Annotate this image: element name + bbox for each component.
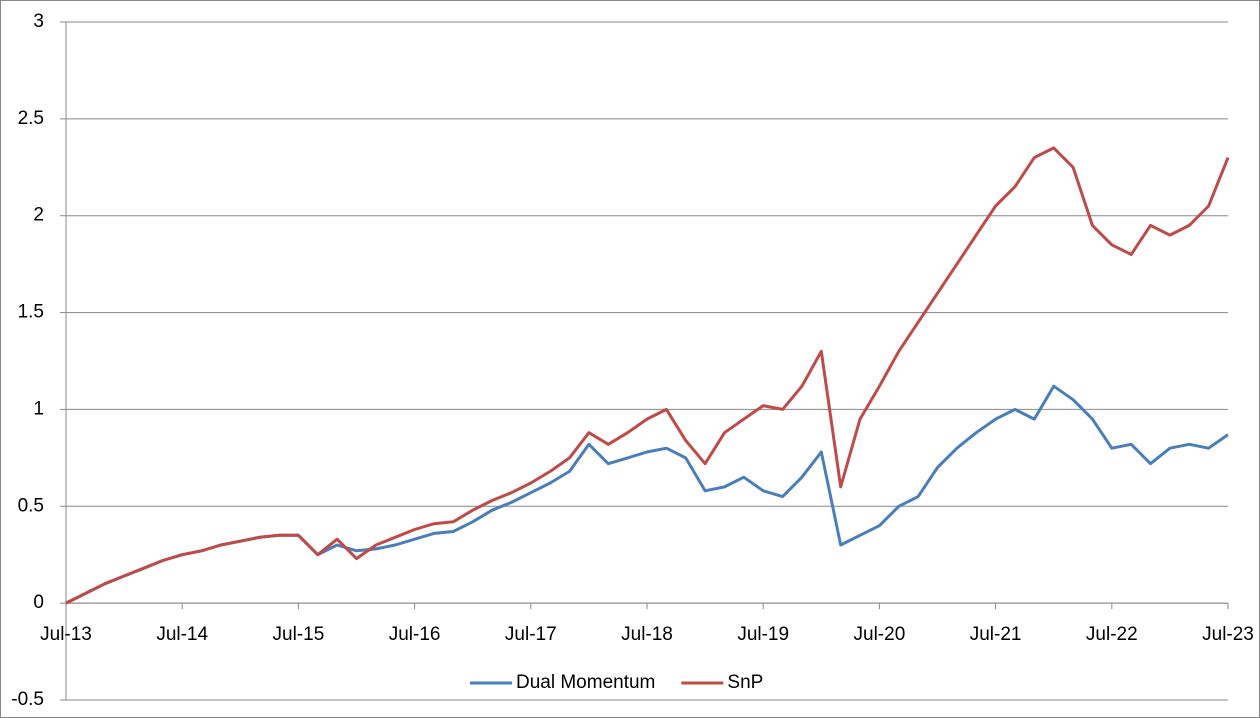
x-tick-label: Jul-17 <box>505 624 557 645</box>
x-tick-label: Jul-15 <box>273 624 325 645</box>
x-tick-label: Jul-18 <box>621 624 673 645</box>
y-tick-label: 3 <box>33 11 44 32</box>
x-tick-label: Jul-20 <box>854 624 906 645</box>
x-tick-label: Jul-21 <box>970 624 1022 645</box>
x-tick-label: Jul-19 <box>737 624 789 645</box>
y-tick-label: 2 <box>33 205 44 226</box>
y-tick-label: 1 <box>33 398 44 419</box>
y-tick-label: -0.5 <box>11 689 44 710</box>
x-tick-label: Jul-14 <box>156 624 208 645</box>
x-tick-label: Jul-22 <box>1086 624 1138 645</box>
y-tick-label: 0 <box>33 592 44 613</box>
x-tick-label: Jul-13 <box>40 624 92 645</box>
legend-label: Dual Momentum <box>516 672 655 693</box>
legend-label: SnP <box>727 672 763 693</box>
series-line <box>65 146 1230 605</box>
y-tick-label: 0.5 <box>18 495 44 516</box>
x-tick-label: Jul-16 <box>389 624 441 645</box>
y-tick-label: 2.5 <box>18 108 44 129</box>
x-tick-label: Jul-23 <box>1202 624 1254 645</box>
y-tick-label: 1.5 <box>18 302 44 323</box>
